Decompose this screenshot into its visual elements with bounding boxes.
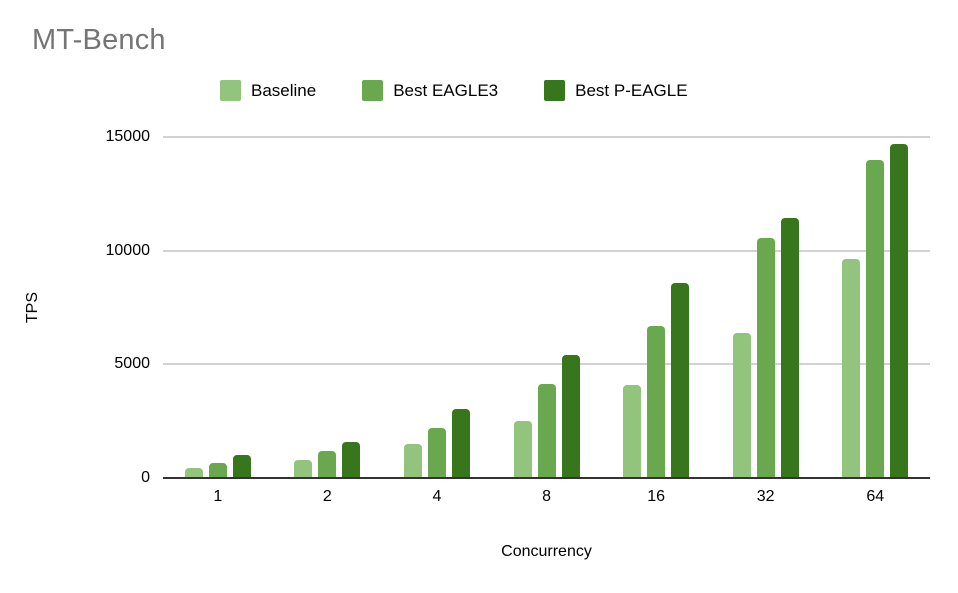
bar-group-32 xyxy=(711,137,821,478)
legend-label: Best EAGLE3 xyxy=(393,80,499,100)
legend-label: Best P-EAGLE xyxy=(575,80,688,100)
bar-best-p-eagle-4 xyxy=(451,408,470,478)
legend-label: Baseline xyxy=(251,80,317,100)
bar-baseline-4 xyxy=(403,443,422,478)
bar-baseline-8 xyxy=(513,421,532,478)
x-tick-label: 16 xyxy=(647,488,665,505)
x-tick-label: 64 xyxy=(866,488,885,505)
legend-item-baseline: Baseline xyxy=(220,80,316,101)
legend: Baseline Best EAGLE3 Best P-EAGLE xyxy=(220,80,688,101)
y-tick-label: 0 xyxy=(141,469,150,486)
bar-baseline-1 xyxy=(184,467,203,478)
bar-best-eagle3-64 xyxy=(866,159,885,478)
x-tick-label: 2 xyxy=(322,488,332,505)
bar-best-p-eagle-1 xyxy=(232,455,251,478)
x-tick-label: 1 xyxy=(213,488,223,505)
bar-best-p-eagle-8 xyxy=(561,355,580,478)
legend-swatch-icon xyxy=(362,80,384,101)
gridline-5000 xyxy=(163,363,930,366)
x-tick-label: 4 xyxy=(432,488,442,505)
legend-swatch-icon xyxy=(220,80,241,101)
bar-best-eagle3-16 xyxy=(647,325,666,478)
legend-item-best-p-eagle: Best P-EAGLE xyxy=(544,80,688,101)
x-axis-title: Concurrency xyxy=(501,543,592,560)
gridline-15000 xyxy=(163,136,930,138)
bar-group-4 xyxy=(382,137,492,478)
gridline-10000 xyxy=(163,249,930,252)
x-tick-label: 8 xyxy=(542,488,551,505)
x-tick-label: 32 xyxy=(756,488,775,505)
bar-best-p-eagle-16 xyxy=(671,282,690,478)
bar-group-16 xyxy=(601,137,711,478)
bar-best-eagle3-8 xyxy=(537,383,556,478)
bar-best-eagle3-4 xyxy=(427,428,446,478)
bar-baseline-16 xyxy=(623,384,642,478)
bar-group-1 xyxy=(163,137,273,478)
legend-swatch-icon xyxy=(544,80,566,101)
bar-group-8 xyxy=(492,137,602,478)
bar-groups xyxy=(163,137,930,478)
x-axis-line xyxy=(163,477,930,479)
y-tick-label: 10000 xyxy=(105,241,151,259)
bar-baseline-32 xyxy=(732,332,751,478)
bar-baseline-2 xyxy=(294,459,313,478)
y-axis-title-wrap: TPS xyxy=(24,137,42,478)
bar-group-64 xyxy=(820,137,930,478)
bar-baseline-64 xyxy=(842,258,861,478)
plot-area xyxy=(163,136,930,479)
x-tick-labels: 1 2 4 8 16 32 64 xyxy=(163,488,930,506)
bar-best-p-eagle-64 xyxy=(890,143,909,478)
legend-item-best-eagle3: Best EAGLE3 xyxy=(362,80,498,101)
bar-best-eagle3-2 xyxy=(318,450,337,478)
bar-best-eagle3-32 xyxy=(756,238,775,478)
bar-best-eagle3-1 xyxy=(208,463,227,478)
y-tick-label: 15000 xyxy=(105,128,151,145)
y-tick-label: 5000 xyxy=(114,355,150,373)
chart-title: MT-Bench xyxy=(32,24,166,56)
y-axis-title: TPS xyxy=(24,291,41,324)
bar-group-2 xyxy=(273,137,383,478)
bar-best-p-eagle-32 xyxy=(780,217,799,478)
bar-best-p-eagle-2 xyxy=(342,442,361,478)
